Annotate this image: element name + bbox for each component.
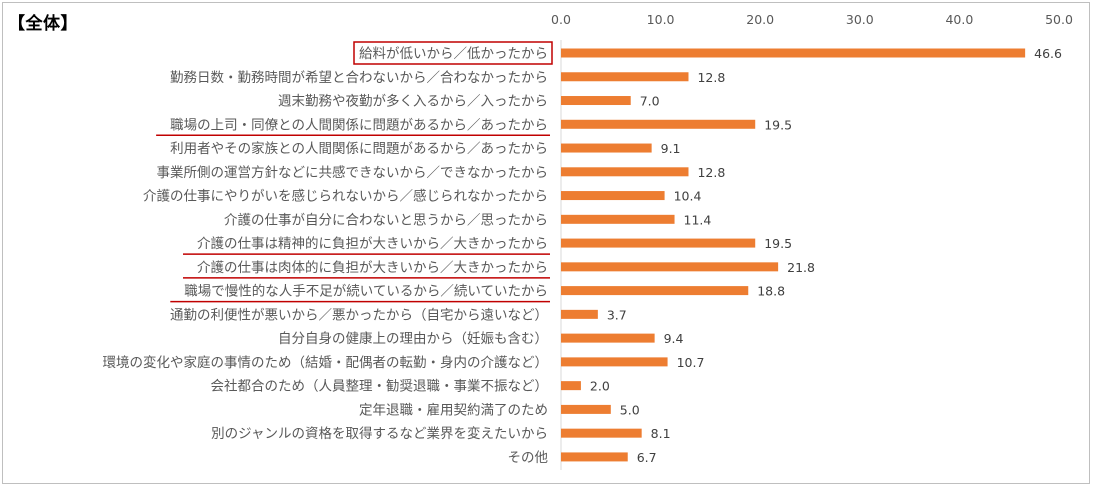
bar — [561, 72, 689, 82]
x-tick-label: 10.0 — [647, 12, 675, 27]
category-label: 介護の仕事にやりがいを感じられないから／感じられなかったから — [143, 188, 548, 205]
x-axis-ticks: 0.0 10.0 20.0 30.0 40.0 50.0 — [551, 12, 1073, 470]
category-label: その他 — [508, 450, 549, 466]
bar — [561, 238, 756, 248]
category-label: 事業所側の運営方針などに共感できないから／できなかったから — [157, 164, 549, 181]
data-label: 7.0 — [640, 94, 660, 109]
bar — [561, 143, 652, 153]
data-label: 10.4 — [674, 189, 702, 204]
category-label: 週末勤務や夜勤が多く入るから／入ったから — [278, 93, 548, 110]
bar — [561, 96, 631, 106]
data-label: 9.4 — [664, 331, 684, 346]
data-label: 46.6 — [1034, 46, 1062, 61]
chart-frame — [2, 2, 1090, 484]
category-label: 勤務日数・勤務時間が希望と合わないから／合わなかったから — [170, 70, 548, 86]
category-label: 別のジャンルの資格を取得するなど業界を変えたいから — [211, 425, 548, 442]
x-tick-label: 50.0 — [1045, 12, 1073, 27]
bar — [561, 119, 756, 129]
highlight-box — [353, 41, 553, 65]
bar — [561, 452, 628, 462]
bar — [561, 214, 675, 224]
value-labels: 46.6 12.8 7.0 19.5 9.1 12.8 10.4 11.4 19.5 21.818… — [590, 46, 1062, 465]
annotations — [156, 41, 553, 303]
category-label: 定年退職・雇用契約満了のため — [359, 401, 548, 418]
bar — [561, 404, 611, 414]
chart-title: 【全体】 — [8, 14, 78, 34]
data-label: 6.7 — [637, 450, 657, 465]
data-label: 12.8 — [697, 70, 725, 85]
bar — [561, 167, 689, 177]
data-label: 18.8 — [757, 284, 785, 299]
data-label: 21.8 — [787, 260, 815, 275]
bar — [561, 48, 1026, 58]
category-label: 職場で慢性的な人手不足が続いているから／続いていたから — [184, 283, 548, 300]
category-label: 介護の仕事は肉体的に負担が大きいから／大きかったから — [197, 260, 548, 276]
category-label: 介護の仕事は精神的に負担が大きいから／大きかったから — [197, 236, 548, 252]
category-label: 利用者やその家族との人間関係に問題があるから／あったから — [170, 140, 548, 157]
data-label: 19.5 — [764, 236, 792, 251]
bar — [561, 286, 749, 296]
bars — [561, 48, 1026, 462]
category-label: 会社都合のため（人員整理・勧奨退職・事業不振など） — [211, 378, 549, 395]
bar — [561, 262, 779, 272]
data-label: 12.8 — [697, 165, 725, 180]
data-label: 9.1 — [661, 141, 681, 156]
category-label: 通勤の利便性が悪いから／悪かったから（自宅から遠いなど） — [170, 307, 548, 323]
data-label: 2.0 — [590, 379, 610, 394]
category-label: 自分自身の健康上の理由から（妊娠も含む） — [278, 330, 548, 347]
data-label: 11.4 — [684, 212, 712, 227]
bar — [561, 309, 598, 319]
data-label: 3.7 — [607, 307, 627, 322]
x-tick-label: 40.0 — [945, 12, 973, 27]
category-labels: 給料が低いから／低かったから勤務日数・勤務時間が希望と合わないから／合わなかった… — [103, 46, 549, 466]
bar — [561, 191, 665, 201]
bar — [561, 333, 655, 343]
data-label: 10.7 — [677, 355, 705, 370]
x-tick-label: 0.0 — [551, 12, 571, 27]
category-label: 給料が低いから／低かったから — [359, 46, 548, 62]
x-tick-label: 30.0 — [846, 12, 874, 27]
bar — [561, 357, 668, 367]
data-label: 19.5 — [764, 117, 792, 132]
category-label: 環境の変化や家庭の事情のため（結婚・配偶者の転勤・身内の介護など） — [103, 354, 549, 371]
category-label: 職場の上司・同僚との人間関係に問題があるから／あったから — [170, 117, 548, 133]
bar — [561, 428, 642, 438]
data-label: 5.0 — [620, 402, 640, 417]
x-tick-label: 20.0 — [746, 12, 774, 27]
data-label: 8.1 — [651, 426, 671, 441]
bar — [561, 381, 581, 391]
category-label: 介護の仕事が自分に合わないと思うから／思ったから — [224, 212, 548, 228]
